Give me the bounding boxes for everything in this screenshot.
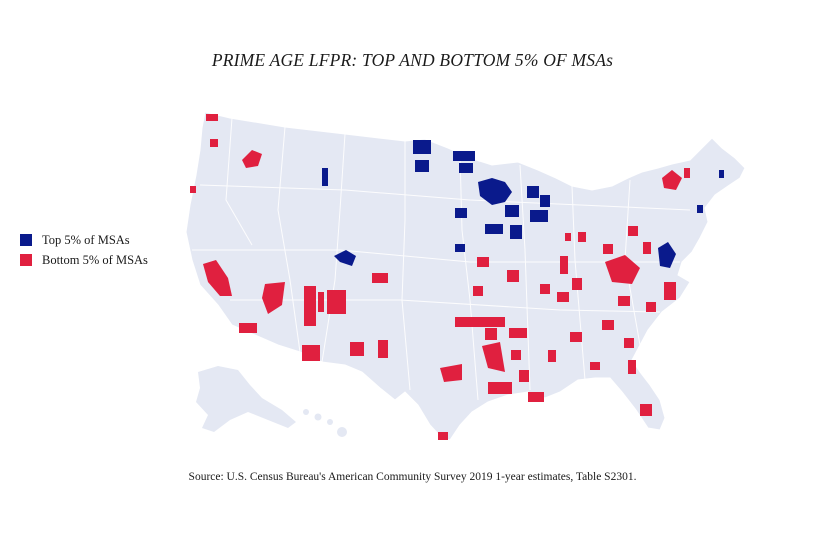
bottom-msa xyxy=(509,328,527,338)
bottom-msa xyxy=(210,139,218,147)
legend-label-top: Top 5% of MSAs xyxy=(42,232,130,247)
top-msa xyxy=(459,163,473,173)
map-title: PRIME AGE LFPR: TOP AND BOTTOM 5% OF MSA… xyxy=(211,50,614,70)
top-msa-regions xyxy=(322,140,724,268)
bottom-msa xyxy=(203,260,232,296)
top-msa xyxy=(719,170,724,178)
top-msa xyxy=(413,140,431,154)
bottom-msa xyxy=(477,257,489,267)
bottom-msa xyxy=(605,255,640,284)
top-msa xyxy=(415,160,429,172)
legend-item-top: Top 5% of MSAs xyxy=(20,230,148,250)
bottom-msa xyxy=(304,286,316,326)
top-msa xyxy=(478,178,512,205)
bottom-msa xyxy=(664,282,676,300)
top-msa xyxy=(658,242,676,268)
top-msa xyxy=(485,224,503,234)
bottom-msa xyxy=(372,273,388,283)
bottom-msa xyxy=(507,270,519,282)
top-msa xyxy=(455,244,465,252)
bottom-msa xyxy=(590,362,600,370)
bottom-msa xyxy=(378,340,388,358)
source-note: Source: U.S. Census Bureau's American Co… xyxy=(188,471,637,483)
bottom-msa xyxy=(242,150,262,168)
bottom-msa xyxy=(628,226,638,236)
bottom-msa xyxy=(662,170,682,190)
bottom-msa xyxy=(578,232,586,242)
bottom-msa xyxy=(528,392,544,402)
bottom-msa xyxy=(455,317,505,327)
contiguous-us-landmass xyxy=(185,111,746,441)
bottom-msa xyxy=(540,284,550,294)
top-msa xyxy=(505,205,519,217)
bottom-msa xyxy=(473,286,483,296)
hawaii-islands xyxy=(303,409,347,437)
bottom-msa xyxy=(350,342,364,356)
bottom-msa xyxy=(624,338,634,348)
bottom-msa xyxy=(485,328,497,340)
bottom-msa xyxy=(646,302,656,312)
alaska-landmass xyxy=(196,366,296,432)
bottom-msa xyxy=(482,342,505,372)
bottom-msa xyxy=(302,345,320,361)
bottom-msa xyxy=(239,323,257,333)
bottom-msa xyxy=(438,432,448,440)
top-msa xyxy=(453,151,475,161)
bottom-msa xyxy=(488,382,512,394)
top-msa xyxy=(530,210,548,222)
bottom-msa xyxy=(548,350,556,362)
bottom-msa xyxy=(327,290,346,314)
bottom-msa xyxy=(628,360,636,374)
bottom-msa xyxy=(560,256,568,274)
top-msa xyxy=(527,186,539,198)
bottom-msa xyxy=(511,350,521,360)
legend-swatch-top xyxy=(20,234,32,246)
top-msa xyxy=(322,168,328,186)
legend: Top 5% of MSAs Bottom 5% of MSAs xyxy=(20,230,148,270)
top-msa xyxy=(510,225,522,239)
bottom-msa xyxy=(318,292,324,312)
bottom-msa xyxy=(570,332,582,342)
bottom-msa xyxy=(206,114,218,121)
bottom-msa xyxy=(565,233,571,241)
bottom-msa-regions xyxy=(190,114,690,440)
bottom-msa xyxy=(440,364,462,382)
top-msa xyxy=(540,195,550,207)
bottom-msa xyxy=(603,244,613,254)
legend-label-bottom: Bottom 5% of MSAs xyxy=(42,252,148,267)
bottom-msa xyxy=(684,168,690,178)
bottom-msa xyxy=(643,242,651,254)
bottom-msa xyxy=(572,278,582,290)
bottom-msa xyxy=(262,282,285,314)
top-msa xyxy=(455,208,467,218)
bottom-msa xyxy=(618,296,630,306)
bottom-msa xyxy=(519,370,529,382)
bottom-msa xyxy=(602,320,614,330)
top-msa xyxy=(334,250,356,266)
bottom-msa xyxy=(190,186,196,193)
legend-swatch-bottom xyxy=(20,254,32,266)
bottom-msa xyxy=(640,404,652,416)
legend-item-bottom: Bottom 5% of MSAs xyxy=(20,250,148,270)
bottom-msa xyxy=(557,292,569,302)
top-msa xyxy=(697,205,703,213)
